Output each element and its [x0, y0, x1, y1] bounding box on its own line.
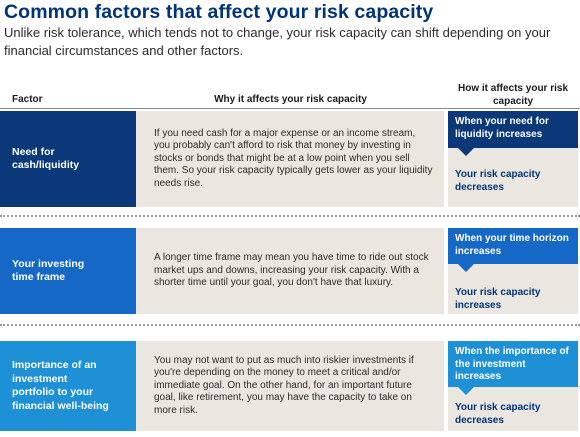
factor-cell-importance: Importance of an investment portfolio to…: [0, 341, 145, 431]
column-header-factor: Factor: [12, 94, 43, 105]
why-cell-importance: You may not want to put as much into ris…: [136, 341, 444, 431]
how-cell-importance: When the importance of the investment in…: [448, 341, 578, 431]
factor-cell-time-frame: Your investing time frame: [0, 228, 145, 314]
row-separator: [0, 215, 580, 217]
why-cell-time-frame: A longer time frame may mean you have ti…: [136, 228, 444, 314]
how-condition: When the importance of the investment in…: [448, 341, 578, 395]
column-header-how: How it affects your risk capacity: [457, 83, 569, 107]
factor-cell-liquidity: Need for cash/liquidity: [0, 111, 145, 207]
how-result: Your risk capacity decreases: [455, 169, 541, 193]
factor-label: Need for cash/liquidity: [12, 145, 80, 172]
factor-label: Your investing time frame: [12, 257, 85, 284]
row-separator: [0, 324, 580, 326]
page-title: Common factors that affect your risk cap…: [4, 1, 434, 23]
why-text: A longer time frame may mean you have ti…: [154, 252, 429, 289]
how-condition-text: When your time horizon increases: [455, 233, 569, 257]
why-text: You may not want to put as much into ris…: [154, 354, 414, 416]
how-condition-text: When your need for liquidity increases: [455, 116, 549, 140]
header-divider: [0, 108, 580, 109]
how-result: Your risk capacity decreases: [455, 402, 541, 426]
factor-label: Importance of an investment portfolio to…: [12, 359, 109, 412]
how-condition: When your need for liquidity increases: [448, 111, 578, 156]
how-cell-time-frame: When your time horizon increases Your ri…: [448, 228, 578, 314]
how-condition: When your time horizon increases: [448, 228, 578, 272]
how-condition-text: When the importance of the investment in…: [455, 346, 569, 382]
how-result: Your risk capacity increases: [455, 287, 541, 311]
how-cell-liquidity: When your need for liquidity increases Y…: [448, 111, 578, 207]
why-text: If you need cash for a major expense or …: [154, 127, 433, 189]
page-subtitle: Unlike risk tolerance, which tends not t…: [4, 25, 551, 58]
why-cell-liquidity: If you need cash for a major expense or …: [136, 111, 444, 207]
column-header-why: Why it affects your risk capacity: [214, 94, 367, 105]
